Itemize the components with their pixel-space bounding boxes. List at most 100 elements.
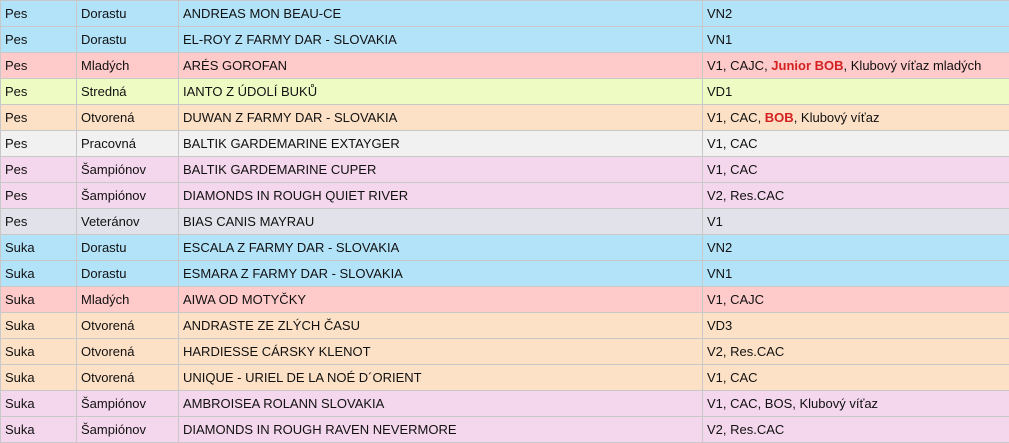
award-text: V2, Res.CAC xyxy=(707,188,784,203)
award-cell: VN1 xyxy=(703,27,1009,53)
award-text: VN2 xyxy=(707,6,732,21)
class-cell: Dorastu xyxy=(77,27,179,53)
sex-cell: Suka xyxy=(1,391,77,417)
award-cell: VN2 xyxy=(703,235,1009,261)
sex-cell: Pes xyxy=(1,79,77,105)
sex-cell: Suka xyxy=(1,235,77,261)
dog-cell: ANDREAS MON BEAU-CE xyxy=(179,1,703,27)
award-cell: VD3 xyxy=(703,313,1009,339)
sex-cell: Pes xyxy=(1,183,77,209)
award-text: V1, CAC xyxy=(707,162,758,177)
award-cell: V1, CAJC xyxy=(703,287,1009,313)
class-cell: Pracovná xyxy=(77,131,179,157)
class-cell: Otvorená xyxy=(77,313,179,339)
dog-cell: DIAMONDS IN ROUGH RAVEN NEVERMORE xyxy=(179,417,703,443)
sex-cell: Suka xyxy=(1,365,77,391)
award-text: V1, CAC, BOS, Klubový víťaz xyxy=(707,396,878,411)
dog-cell: EL-ROY Z FARMY DAR - SLOVAKIA xyxy=(179,27,703,53)
dog-cell: AIWA OD MOTYČKY xyxy=(179,287,703,313)
class-cell: Šampiónov xyxy=(77,417,179,443)
award-text: , Klubový víťaz mladých xyxy=(844,58,982,73)
class-cell: Šampiónov xyxy=(77,391,179,417)
dog-cell: HARDIESSE CÁRSKY KLENOT xyxy=(179,339,703,365)
class-cell: Otvorená xyxy=(77,105,179,131)
award-cell: V1, CAC xyxy=(703,365,1009,391)
dog-cell: IANTO Z ÚDOLÍ BUKŮ xyxy=(179,79,703,105)
award-cell: VN1 xyxy=(703,261,1009,287)
class-cell: Otvorená xyxy=(77,339,179,365)
dog-cell: AMBROISEA ROLANN SLOVAKIA xyxy=(179,391,703,417)
class-cell: Mladých xyxy=(77,53,179,79)
award-cell: V1 xyxy=(703,209,1009,235)
award-text: VN2 xyxy=(707,240,732,255)
dog-cell: ARÉS GOROFAN xyxy=(179,53,703,79)
award-text: V1, CAJC xyxy=(707,292,764,307)
award-text: Junior BOB xyxy=(771,58,843,73)
dog-cell: DIAMONDS IN ROUGH QUIET RIVER xyxy=(179,183,703,209)
award-text: V1, CAC xyxy=(707,370,758,385)
sex-cell: Pes xyxy=(1,53,77,79)
sex-cell: Suka xyxy=(1,417,77,443)
sex-cell: Suka xyxy=(1,339,77,365)
award-text: V1 xyxy=(707,214,723,229)
class-cell: Otvorená xyxy=(77,365,179,391)
award-cell: VN2 xyxy=(703,1,1009,27)
sex-cell: Suka xyxy=(1,287,77,313)
award-cell: V1, CAC xyxy=(703,131,1009,157)
class-cell: Dorastu xyxy=(77,1,179,27)
award-cell: V2, Res.CAC xyxy=(703,183,1009,209)
sex-cell: Pes xyxy=(1,157,77,183)
class-cell: Šampiónov xyxy=(77,183,179,209)
dog-cell: DUWAN Z FARMY DAR - SLOVAKIA xyxy=(179,105,703,131)
award-text: V2, Res.CAC xyxy=(707,344,784,359)
sex-cell: Pes xyxy=(1,1,77,27)
class-cell: Mladých xyxy=(77,287,179,313)
class-cell: Dorastu xyxy=(77,261,179,287)
award-text: VD3 xyxy=(707,318,732,333)
award-text: V1, CAC xyxy=(707,136,758,151)
dog-cell: ESCALA Z FARMY DAR - SLOVAKIA xyxy=(179,235,703,261)
award-cell: V1, CAJC, Junior BOB, Klubový víťaz mlad… xyxy=(703,53,1009,79)
sex-cell: Suka xyxy=(1,313,77,339)
class-cell: Veteránov xyxy=(77,209,179,235)
class-cell: Šampiónov xyxy=(77,157,179,183)
award-cell: V1, CAC xyxy=(703,157,1009,183)
award-text: VD1 xyxy=(707,84,732,99)
award-text: , Klubový víťaz xyxy=(794,110,880,125)
sex-cell: Pes xyxy=(1,209,77,235)
award-cell: V1, CAC, BOS, Klubový víťaz xyxy=(703,391,1009,417)
class-cell: Stredná xyxy=(77,79,179,105)
sex-cell: Suka xyxy=(1,261,77,287)
award-text: VN1 xyxy=(707,266,732,281)
award-cell: V1, CAC, BOB, Klubový víťaz xyxy=(703,105,1009,131)
award-cell: VD1 xyxy=(703,79,1009,105)
award-text: V1, CAC, xyxy=(707,110,765,125)
dog-cell: ESMARA Z FARMY DAR - SLOVAKIA xyxy=(179,261,703,287)
sex-cell: Pes xyxy=(1,27,77,53)
award-cell: V2, Res.CAC xyxy=(703,339,1009,365)
sex-cell: Pes xyxy=(1,131,77,157)
award-text: VN1 xyxy=(707,32,732,47)
dog-cell: ANDRASTE ZE ZLÝCH ČASU xyxy=(179,313,703,339)
dog-cell: BIAS CANIS MAYRAU xyxy=(179,209,703,235)
dog-cell: UNIQUE - URIEL DE LA NOÉ D´ORIENT xyxy=(179,365,703,391)
dog-cell: BALTIK GARDEMARINE CUPER xyxy=(179,157,703,183)
